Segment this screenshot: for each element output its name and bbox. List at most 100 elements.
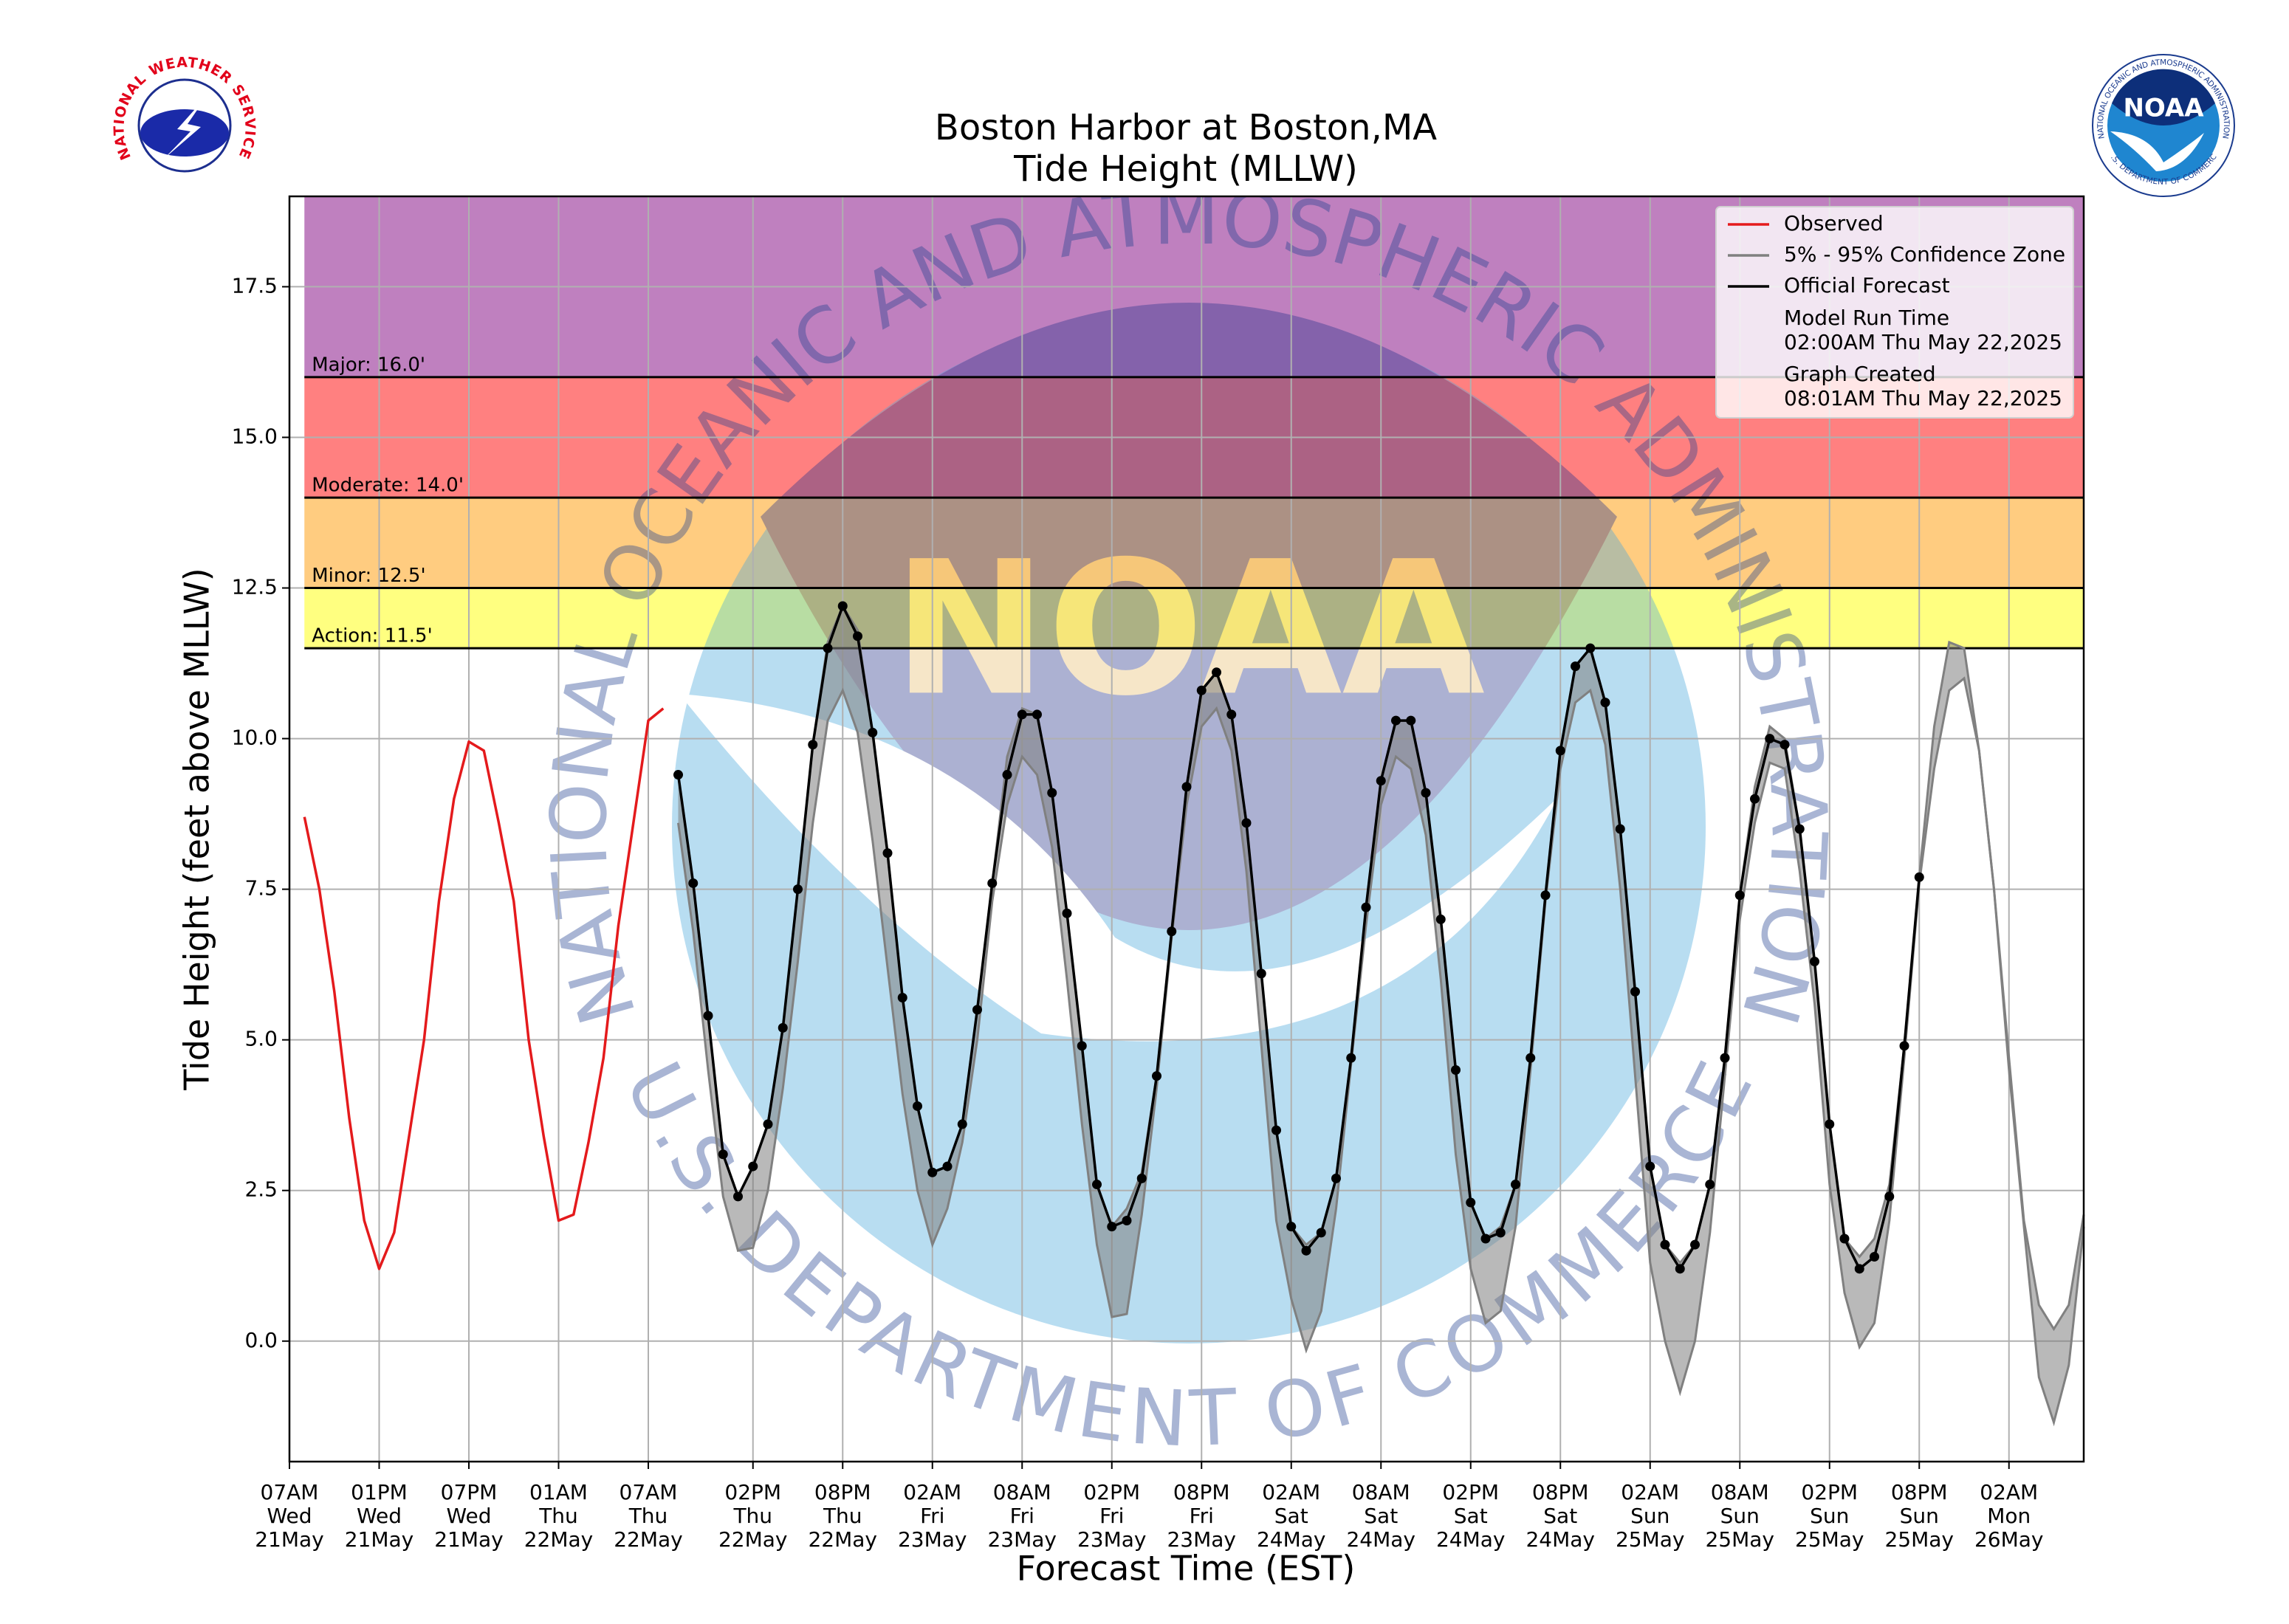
data-point — [1675, 1264, 1685, 1274]
data-point — [1331, 1173, 1341, 1183]
data-point — [1376, 776, 1386, 786]
data-point — [1077, 1041, 1087, 1051]
flood-label: Moderate: 14.0' — [312, 475, 464, 497]
x-tick-label: 02PM Fri 23May — [1077, 1480, 1147, 1552]
data-point — [1526, 1053, 1536, 1063]
flood-label: Major: 16.0' — [312, 354, 425, 376]
data-point — [927, 1167, 938, 1177]
data-point — [1511, 1180, 1520, 1190]
data-point — [1571, 661, 1580, 672]
data-point — [1406, 715, 1416, 726]
x-tick-label: 02AM Sat 24May — [1257, 1480, 1326, 1552]
x-tick-label: 02PM Sat 24May — [1436, 1480, 1506, 1552]
data-point — [718, 1149, 728, 1160]
data-point — [1884, 1191, 1895, 1202]
x-tick-label: 01AM Thu 22May — [524, 1480, 594, 1552]
data-point — [1241, 818, 1252, 828]
data-point — [1870, 1251, 1879, 1262]
x-tick-label: 08AM Fri 23May — [987, 1480, 1057, 1552]
y-tick-label: 7.5 — [244, 876, 278, 901]
data-point — [1316, 1228, 1326, 1238]
legend-note-value: 02:00AM Thu May 22,2025 — [1784, 330, 2062, 354]
data-point — [1272, 1125, 1281, 1135]
data-point — [868, 727, 878, 737]
x-tick-label: 02AM Mon 26May — [1974, 1480, 2044, 1552]
data-point — [733, 1191, 743, 1202]
watermark-noaa: NOAA — [893, 521, 1485, 736]
watermark-top — [761, 303, 1617, 930]
x-tick-label: 08PM Sun 25May — [1884, 1480, 1954, 1552]
data-point — [763, 1119, 773, 1129]
noaa-logo-text: NOAA — [2123, 94, 2204, 123]
x-axis-label: Forecast Time (EST) — [1017, 1549, 1356, 1589]
legend-note-label: Graph Created — [1784, 362, 1936, 386]
legend-note-label: Model Run Time — [1784, 306, 1949, 330]
data-point — [837, 601, 848, 611]
x-tick-label: 08AM Sun 25May — [1705, 1480, 1774, 1552]
data-point — [1226, 709, 1237, 720]
legend-label: 5% - 95% Confidence Zone — [1784, 242, 2065, 266]
y-tick-label: 2.5 — [244, 1177, 278, 1202]
data-point — [1286, 1222, 1297, 1232]
y-tick-label: 12.5 — [232, 575, 278, 599]
data-point — [1914, 872, 1924, 882]
data-point — [1645, 1161, 1655, 1171]
x-tick-label: 02PM Thu 22May — [718, 1480, 788, 1552]
data-point — [1480, 1234, 1491, 1244]
data-point — [688, 878, 699, 888]
data-point — [972, 1005, 982, 1015]
data-point — [1122, 1216, 1132, 1226]
data-point — [853, 631, 862, 641]
nws-logo-bolt — [164, 96, 207, 159]
y-tick-label: 15.0 — [232, 424, 278, 448]
data-point — [1765, 734, 1775, 744]
x-tick-label: 08PM Fri 23May — [1167, 1480, 1236, 1552]
noaa-logo-top — [2112, 69, 2215, 125]
data-point — [1794, 824, 1805, 834]
data-point — [1705, 1180, 1715, 1190]
data-point — [1466, 1197, 1476, 1208]
data-point — [1585, 643, 1596, 653]
data-point — [808, 740, 818, 750]
x-tick-label: 08AM Sat 24May — [1346, 1480, 1415, 1552]
y-tick-label: 5.0 — [244, 1027, 278, 1051]
chart-subtitle: Tide Height (MLLW) — [1013, 148, 1358, 190]
y-tick-label: 0.0 — [244, 1328, 278, 1352]
x-tick-label: 01PM Wed 21May — [345, 1480, 414, 1552]
x-tick-label: 08PM Sat 24May — [1526, 1480, 1595, 1552]
x-tick-label: 07AM Thu 22May — [614, 1480, 683, 1552]
data-point — [1346, 1053, 1356, 1063]
data-point — [1720, 1053, 1730, 1063]
data-point — [1451, 1064, 1461, 1075]
data-point — [1600, 698, 1610, 708]
data-point — [1810, 957, 1819, 967]
data-point — [793, 884, 803, 895]
data-point — [1196, 685, 1207, 695]
series-line — [303, 707, 665, 1270]
data-point — [1690, 1239, 1700, 1250]
data-point — [1017, 709, 1027, 720]
data-point — [778, 1022, 788, 1033]
nws-logo-cloud — [140, 109, 229, 156]
data-point — [1136, 1173, 1147, 1183]
data-point — [1421, 788, 1431, 798]
flood-band — [304, 588, 2084, 649]
data-point — [1047, 788, 1057, 798]
data-point — [1615, 824, 1625, 834]
data-point — [1152, 1071, 1161, 1081]
x-tick-label: 08PM Thu 22May — [808, 1480, 877, 1552]
confidence-edge — [677, 676, 2085, 1427]
x-tick-label: 07PM Wed 21May — [434, 1480, 504, 1552]
data-point — [1181, 782, 1192, 792]
x-tick-label: 02PM Sun 25May — [1795, 1480, 1864, 1552]
data-point — [673, 770, 683, 780]
watermark-bird — [679, 694, 1558, 1042]
data-point — [1540, 890, 1551, 901]
data-point — [1361, 902, 1371, 912]
y-tick-label: 17.5 — [232, 273, 278, 297]
data-point — [1435, 914, 1446, 924]
x-tick-label: 02AM Sun 25May — [1616, 1480, 1685, 1552]
data-point — [957, 1119, 967, 1129]
